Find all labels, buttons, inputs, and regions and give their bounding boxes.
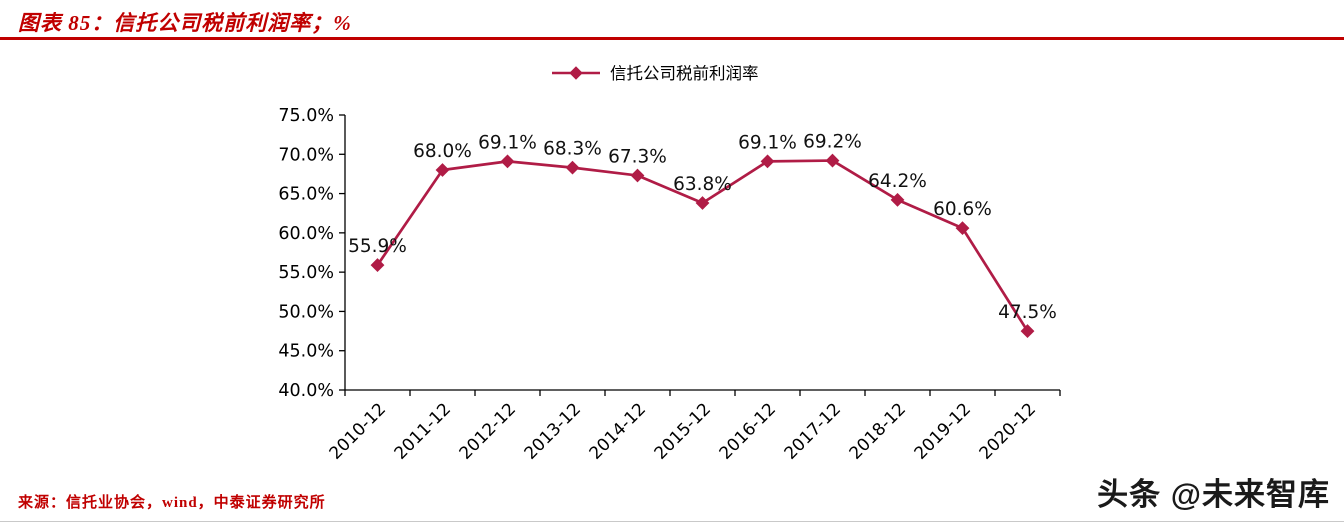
data-point-marker [955, 221, 970, 236]
data-point-marker [435, 163, 450, 177]
y-axis-label: 50.0% [278, 302, 334, 322]
title-rule [0, 37, 1344, 40]
x-axis-label: 2015-12 [651, 399, 715, 463]
x-axis-label: 2010-12 [326, 399, 390, 463]
source-note: 来源：信托业协会，wind，中泰证券研究所 [18, 495, 326, 511]
x-axis-label: 2014-12 [586, 399, 650, 463]
data-label: 64.2% [868, 171, 927, 192]
data-label: 63.8% [673, 174, 732, 195]
x-axis-label: 2017-12 [781, 399, 845, 463]
data-point-marker [695, 196, 710, 210]
data-label: 69.2% [803, 132, 862, 153]
data-point-marker [825, 153, 840, 168]
chart-footer: 来源：信托业协会，wind，中泰证券研究所 头条 @未来智库 [0, 470, 1344, 528]
x-axis-label: 2013-12 [521, 399, 585, 463]
chart-area: 信托公司税前利润率 40.0% 45.0% 50.0% 55.0% 60.0% 65.0% 7… [0, 45, 1344, 475]
bottom-rule [0, 521, 1344, 522]
y-axis-label: 45.0% [278, 342, 334, 362]
x-axis-label: 2019-12 [911, 399, 975, 463]
data-label: 69.1% [478, 132, 537, 153]
data-label: 68.3% [543, 139, 602, 160]
x-axis-label: 2018-12 [846, 399, 910, 463]
data-label: 68.0% [413, 141, 472, 162]
y-axis-label: 60.0% [278, 224, 334, 244]
data-point-marker [890, 192, 905, 207]
y-axis-label: 40.0% [278, 381, 334, 401]
data-point-marker [760, 154, 775, 169]
watermark: 头条 @未来智库 [1097, 477, 1330, 512]
data-label: 69.1% [738, 132, 797, 153]
data-point-marker [1020, 324, 1035, 338]
y-axis-label: 75.0% [278, 106, 334, 126]
profit-margin-chart: 信托公司税前利润率 40.0% 45.0% 50.0% 55.0% 60.0% 65.0% 7… [278, 64, 1061, 464]
x-axis-label: 2016-12 [716, 399, 780, 463]
chart-title: 图表 85：信托公司税前利润率；% [18, 11, 352, 35]
data-label: 60.6% [933, 199, 992, 220]
chart-header: 图表 85：信托公司税前利润率；% [0, 0, 1344, 40]
legend-marker-icon [569, 66, 583, 80]
data-label: 67.3% [608, 147, 667, 168]
data-point-marker [500, 154, 515, 169]
y-axis-label: 55.0% [278, 263, 334, 283]
x-axis-label: 2011-12 [391, 399, 455, 463]
legend-label: 信托公司税前利润率 [610, 64, 759, 83]
x-axis-label: 2012-12 [456, 399, 520, 463]
data-point-marker [370, 258, 385, 272]
data-label: 55.9% [348, 236, 407, 257]
y-axis-label: 65.0% [278, 185, 334, 205]
y-axis-label: 70.0% [278, 145, 334, 165]
data-point-marker [630, 168, 645, 183]
data-label: 47.5% [998, 302, 1057, 323]
x-axis-label: 2020-12 [976, 399, 1040, 463]
data-point-marker [565, 160, 580, 175]
